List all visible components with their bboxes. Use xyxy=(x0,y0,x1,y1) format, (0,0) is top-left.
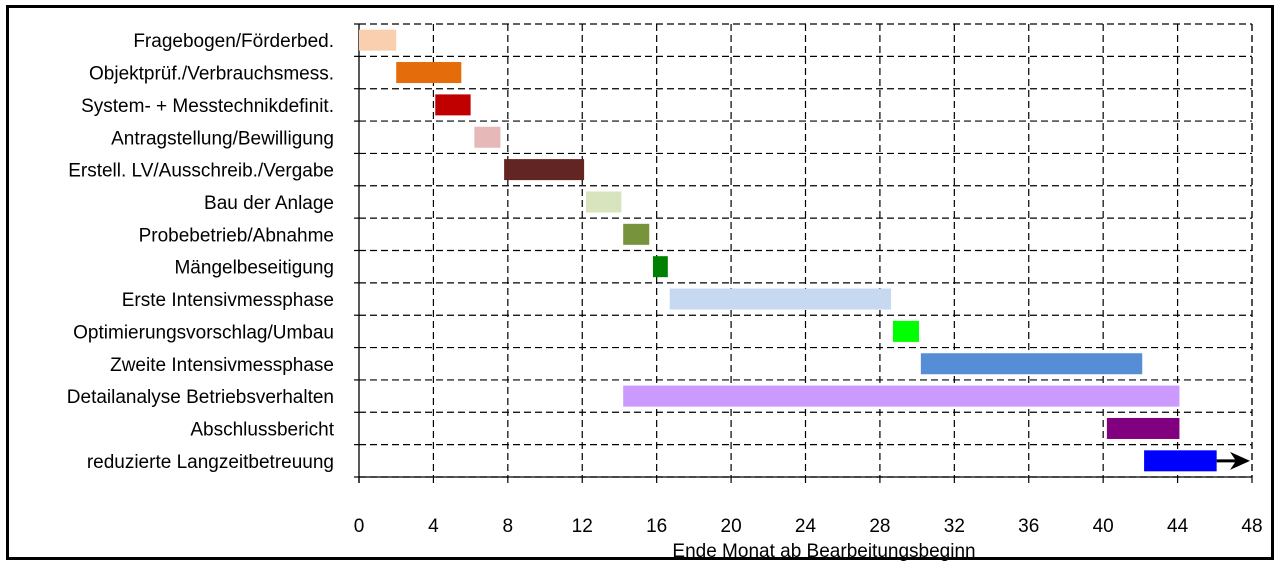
task-bar xyxy=(585,191,622,213)
x-tick-label: 20 xyxy=(721,516,742,537)
task-label: Objektprüf./Verbrauchsmess. xyxy=(89,64,334,85)
task-bar xyxy=(623,385,1180,407)
task-label: System- + Messtechnikdefinit. xyxy=(81,96,334,117)
x-tick-label: 24 xyxy=(795,516,817,537)
task-bar xyxy=(435,94,471,116)
x-axis-label: Ende Monat ab Bearbeitungsbeginn xyxy=(672,541,975,562)
x-tick-label: 48 xyxy=(1241,516,1262,537)
task-label: Zweite Intensivmessphase xyxy=(110,355,334,376)
task-bar xyxy=(652,256,668,278)
x-tick-label: 4 xyxy=(428,516,439,537)
task-bar xyxy=(892,320,919,342)
task-bar xyxy=(474,126,501,148)
x-tick-label: 32 xyxy=(944,516,965,537)
task-bar xyxy=(396,62,462,84)
x-tick-label: 8 xyxy=(503,516,514,537)
arrow-head-icon xyxy=(1230,451,1250,470)
x-tick-label: 12 xyxy=(572,516,593,537)
x-tick-label: 28 xyxy=(869,516,890,537)
task-label: reduzierte Langzeitbetreuung xyxy=(87,452,334,473)
task-label: Antragstellung/Bewilligung xyxy=(111,128,334,149)
x-tick-label: 44 xyxy=(1167,516,1189,537)
task-bar xyxy=(669,288,892,310)
task-label: Abschlussbericht xyxy=(190,419,334,440)
x-tick-labels: 0 4 8 12 16 20 24 28 32 36 40 44 48 xyxy=(354,477,1263,537)
task-label: Bau der Anlage xyxy=(204,193,334,214)
task-label: Probebetrieb/Abnahme xyxy=(139,225,334,246)
task-bar xyxy=(359,29,397,51)
x-tick-label: 40 xyxy=(1093,516,1114,537)
x-tick-label: 36 xyxy=(1018,516,1039,537)
task-bars xyxy=(359,29,1250,472)
grid-lines xyxy=(354,23,1253,483)
task-label: Erstell. LV/Ausschreib./Vergabe xyxy=(68,161,334,182)
task-bar xyxy=(1106,417,1180,439)
task-bar xyxy=(623,223,650,245)
task-bar xyxy=(1144,450,1217,472)
task-bar xyxy=(504,159,585,181)
task-labels: Fragebogen/Förderbed. Objektprüf./Verbrau… xyxy=(67,31,335,473)
task-label: Erste Intensivmessphase xyxy=(122,290,334,311)
task-bar xyxy=(920,353,1143,375)
x-tick-label: 0 xyxy=(354,516,365,537)
task-label: Mängelbeseitigung xyxy=(174,258,334,279)
task-label: Optimierungsvorschlag/Umbau xyxy=(73,322,334,343)
task-label: Detailanalyse Betriebsverhalten xyxy=(67,387,334,408)
x-tick-label: 16 xyxy=(646,516,667,537)
task-label: Fragebogen/Förderbed. xyxy=(133,31,334,52)
